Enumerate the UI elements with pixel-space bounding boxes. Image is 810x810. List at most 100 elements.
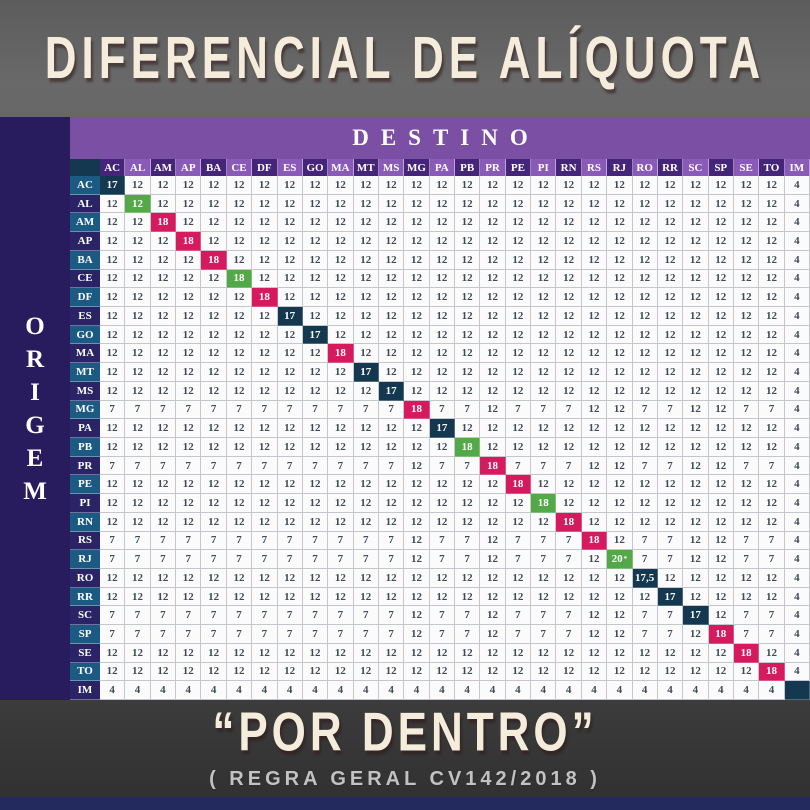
matrix-cell: 12: [632, 176, 658, 195]
matrix-cell: 7: [657, 550, 684, 569]
matrix-cell: 7: [455, 400, 481, 420]
matrix-cell: 12: [429, 288, 455, 307]
matrix-cell: 12: [657, 568, 684, 588]
matrix-cell: 12: [759, 475, 785, 495]
matrix-cell: 12: [581, 512, 608, 532]
matrix-cell: 12: [328, 437, 354, 457]
matrix-cell: 12: [657, 643, 684, 663]
matrix-cell: 12: [100, 232, 126, 251]
matrix-cell: 12: [505, 381, 532, 401]
matrix-cell: 12: [404, 568, 430, 588]
matrix-cell: 7: [353, 456, 379, 476]
matrix-cell: 12: [632, 419, 658, 438]
col-header: GO: [302, 159, 329, 176]
matrix-cell: 12: [302, 587, 329, 607]
matrix-cell: 12: [328, 250, 354, 270]
matrix-cell: 7: [100, 400, 126, 420]
matrix-cell: 12: [556, 194, 582, 214]
matrix-cell: 12: [759, 363, 785, 382]
matrix-cell: 12: [150, 437, 177, 457]
matrix-cell: 17: [353, 363, 379, 382]
matrix-cell: 7: [328, 531, 354, 551]
matrix-cell: 12: [708, 456, 734, 476]
matrix-cell: 12: [480, 325, 506, 345]
matrix-cell: 7: [505, 531, 532, 551]
matrix-cell: 12: [353, 587, 379, 607]
matrix-cell: 12: [531, 587, 557, 607]
matrix-cell: 7: [657, 606, 684, 626]
matrix-cell: 12: [455, 475, 481, 495]
matrix-cell: 12: [429, 494, 455, 513]
matrix-cell: 12: [277, 662, 303, 682]
matrix-cell: 4: [784, 643, 810, 663]
matrix-cell: 12: [404, 288, 430, 307]
matrix-cell: 7: [150, 456, 177, 476]
matrix-cell: 7: [277, 606, 303, 626]
bottom-bar: [0, 797, 810, 810]
matrix-cell: 7: [505, 625, 532, 644]
matrix-cell: 12: [505, 232, 532, 251]
row-header: MT: [70, 363, 100, 382]
matrix-cell: 12: [150, 325, 177, 345]
row-header: RJ: [70, 550, 100, 569]
matrix-cell: 12: [226, 344, 253, 364]
row-header: RN: [70, 512, 100, 532]
grid-area: DESTINO AC AL AM AP BA CE DF ES GO MA MT MS MG PA PB PR…: [70, 117, 810, 700]
matrix-cell: 12: [277, 381, 303, 401]
matrix-cell: 7: [328, 625, 354, 644]
matrix-cell: 12: [176, 419, 202, 438]
matrix-cell: 12: [480, 381, 506, 401]
matrix-cell: 12: [404, 325, 430, 345]
matrix-cell: 7: [759, 456, 785, 476]
matrix-cell: 12: [581, 232, 608, 251]
matrix-cell: 12: [581, 568, 608, 588]
matrix-cell: 12: [657, 306, 684, 326]
matrix-cell: 12: [404, 494, 430, 513]
matrix-cell: 12: [581, 625, 608, 644]
matrix-cell: 7: [353, 400, 379, 420]
matrix-cell: 12: [657, 232, 684, 251]
matrix-cell: 12: [201, 437, 227, 457]
matrix-cell: 12: [708, 662, 734, 682]
matrix-cell: 12: [581, 494, 608, 513]
matrix-cell: 12: [125, 288, 151, 307]
matrix-cell: 12: [404, 250, 430, 270]
matrix-cell: 12: [353, 232, 379, 251]
matrix-cell: 7: [378, 400, 405, 420]
matrix-cell: 7: [505, 550, 532, 569]
matrix-cell: 7: [378, 606, 405, 626]
matrix-cell: 12: [607, 494, 633, 513]
matrix-cell: 12: [404, 531, 430, 551]
matrix-cell: 12: [125, 662, 151, 682]
row-header: AC: [70, 176, 100, 195]
matrix-cell: 12: [125, 213, 151, 233]
matrix-cell: 7: [328, 550, 354, 569]
matrix-cell: 12: [759, 419, 785, 438]
matrix-cell: 12: [125, 512, 151, 532]
matrix-cell: 12: [480, 269, 506, 289]
matrix-cell: 12: [733, 288, 760, 307]
matrix-cell: 12: [733, 269, 760, 289]
matrix-cell: 12: [328, 475, 354, 495]
matrix-cell: 7: [531, 531, 557, 551]
matrix-cell: 7: [176, 550, 202, 569]
matrix-cell: 7: [150, 531, 177, 551]
matrix-cell: 12: [125, 250, 151, 270]
matrix-cell: 4: [784, 194, 810, 214]
matrix-cell: 12: [683, 232, 709, 251]
col-header: RJ: [607, 159, 633, 176]
matrix-cell: 12: [708, 475, 734, 495]
matrix-cell: 12: [531, 176, 557, 195]
matrix-cell: 18: [480, 456, 506, 476]
matrix-cell: 12: [328, 363, 354, 382]
matrix-cell: 12: [201, 325, 227, 345]
matrix-cell: 12: [657, 363, 684, 382]
matrix-cell: 7: [632, 550, 658, 569]
col-header: MT: [353, 159, 379, 176]
matrix-cell: 7: [100, 550, 126, 569]
matrix-cell: 12: [353, 250, 379, 270]
matrix-cell: 12: [429, 363, 455, 382]
matrix-cell: 4: [784, 213, 810, 233]
matrix-cell: 12: [378, 587, 405, 607]
matrix-cell: 12: [632, 363, 658, 382]
